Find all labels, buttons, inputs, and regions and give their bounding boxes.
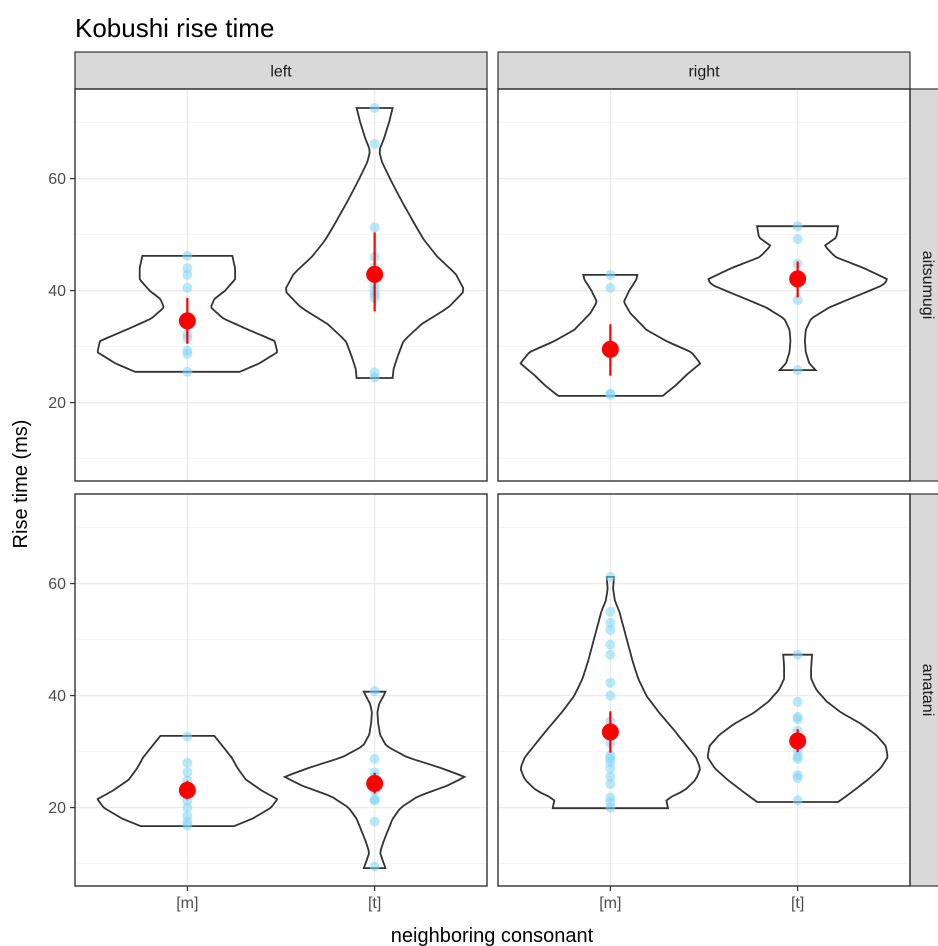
x-tick-label: [t] <box>791 895 804 912</box>
data-point <box>792 365 803 376</box>
strip-label-left: left <box>270 64 292 81</box>
mean-point <box>601 723 619 741</box>
strip-left <box>74 51 488 90</box>
data-point <box>182 767 193 778</box>
y-tick-label: 20 <box>48 800 66 817</box>
data-point <box>182 282 193 293</box>
data-point <box>605 388 616 399</box>
violin <box>96 255 278 373</box>
data-point <box>792 696 803 707</box>
violin <box>96 735 279 827</box>
panel-right-anatani: [m] [t] <box>497 493 911 912</box>
y-tick-label: 20 <box>48 395 66 412</box>
violin <box>706 653 889 803</box>
violin <box>282 690 467 869</box>
mean-point <box>601 340 619 358</box>
y-tick-label: 40 <box>48 283 66 300</box>
panel-right-aitsumugi <box>497 88 911 482</box>
mean-point <box>366 265 384 283</box>
data-point <box>605 571 616 582</box>
data-point <box>369 861 380 872</box>
strip-right <box>497 51 911 90</box>
mean-point <box>366 775 384 793</box>
data-point <box>369 686 380 697</box>
panel-border <box>497 493 911 887</box>
strip-anatani <box>909 493 938 887</box>
data-point <box>605 639 616 650</box>
data-point <box>605 606 616 617</box>
y-tick-label: 60 <box>48 576 66 593</box>
data-point <box>182 757 193 768</box>
panel-border <box>74 493 488 887</box>
strip-label-right: right <box>688 64 720 81</box>
strip-label-anatani: anatani <box>919 664 936 717</box>
mean-point <box>178 312 196 330</box>
mean-point <box>789 732 807 750</box>
data-point <box>792 649 803 660</box>
x-tick-label: [t] <box>368 895 381 912</box>
data-point <box>369 816 380 827</box>
panel-border <box>497 88 911 482</box>
data-point <box>605 677 616 688</box>
data-point <box>369 103 380 114</box>
data-point <box>792 221 803 232</box>
data-point <box>182 366 193 377</box>
data-point <box>792 295 803 306</box>
data-point <box>605 625 616 636</box>
data-point <box>182 811 193 821</box>
x-tick-label: [m] <box>599 895 621 912</box>
data-point <box>369 767 380 778</box>
panel-left-anatani: 20 40 60 [m] [t] <box>48 493 488 912</box>
mean-point <box>789 270 807 288</box>
x-tick-label: [m] <box>176 895 198 912</box>
data-point <box>182 250 193 261</box>
mean-point <box>178 781 196 799</box>
facet-grid: left right aitsumugi anatani 20 40 60 20 40 60 [m]… <box>48 51 938 912</box>
violin <box>285 107 465 379</box>
x-axis-title: neighboring consonant <box>391 925 594 946</box>
data-point <box>792 795 803 806</box>
data-point <box>182 263 193 274</box>
violin <box>519 274 702 397</box>
data-point <box>605 779 616 790</box>
data-point <box>605 269 616 280</box>
data-point <box>369 367 380 378</box>
data-point <box>369 138 380 149</box>
data-point <box>792 770 803 781</box>
data-point <box>605 750 616 761</box>
y-tick-label: 60 <box>48 171 66 188</box>
data-point <box>605 649 616 660</box>
data-point <box>792 711 803 722</box>
y-axis-title: Rise time (ms) <box>10 420 32 549</box>
data-point <box>369 794 380 805</box>
chart-title: Kobushi rise time <box>75 13 274 43</box>
data-point <box>369 222 380 233</box>
data-point <box>369 753 380 764</box>
panel-border <box>74 88 488 482</box>
data-point <box>605 690 616 701</box>
data-point <box>792 234 803 245</box>
violin <box>707 225 888 371</box>
data-point <box>182 731 193 742</box>
data-point <box>605 282 616 293</box>
data-point <box>605 771 616 782</box>
data-point <box>605 792 616 803</box>
panel-left-aitsumugi: 20 40 60 <box>48 88 488 482</box>
data-point <box>182 345 193 356</box>
strip-label-aitsumugi: aitsumugi <box>919 251 936 319</box>
y-tick-label: 40 <box>48 688 66 705</box>
data-point <box>605 617 616 628</box>
